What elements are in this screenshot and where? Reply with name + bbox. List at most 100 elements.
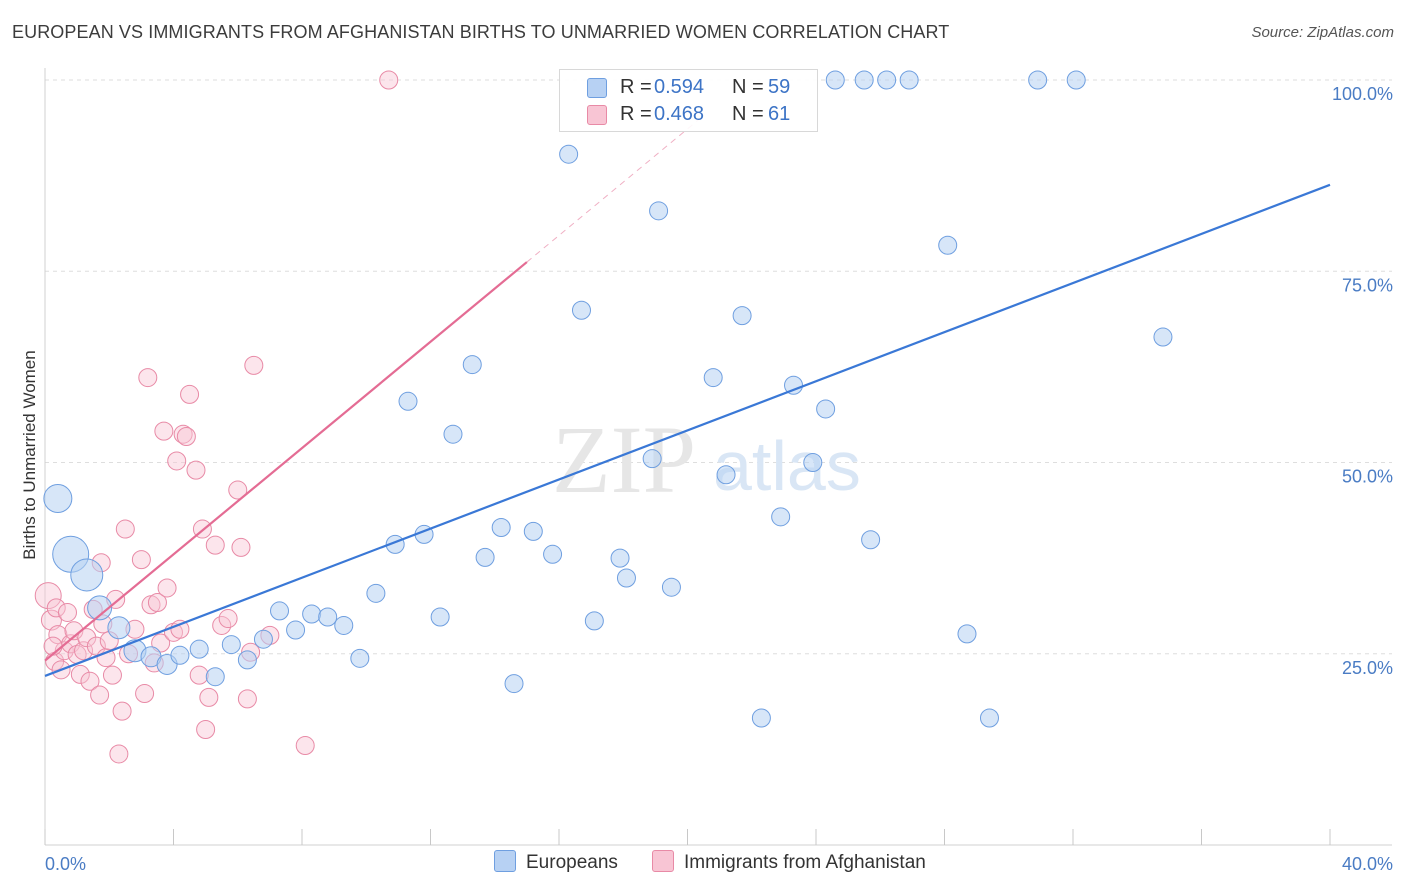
point-europeans bbox=[430, 607, 450, 627]
trend-line-afghanistan bbox=[44, 261, 528, 662]
y-tick-label: 25.0% bbox=[1342, 658, 1393, 678]
legend-n-label: N = bbox=[732, 103, 764, 125]
point-europeans bbox=[661, 577, 681, 597]
point-afghanistan bbox=[218, 609, 238, 629]
point-afghanistan bbox=[176, 426, 196, 446]
point-afghanistan bbox=[102, 665, 122, 685]
legend-swatch-europeans bbox=[587, 78, 607, 98]
point-europeans bbox=[523, 521, 543, 541]
point-europeans bbox=[938, 235, 958, 255]
point-afghanistan bbox=[196, 719, 216, 739]
point-afghanistan bbox=[244, 355, 264, 375]
point-europeans bbox=[877, 70, 897, 90]
point-afghanistan bbox=[96, 648, 116, 668]
point-afghanistan bbox=[135, 684, 155, 704]
point-europeans bbox=[649, 201, 669, 221]
point-afghanistan bbox=[199, 687, 219, 707]
point-europeans bbox=[825, 70, 845, 90]
point-europeans bbox=[716, 465, 736, 485]
point-europeans bbox=[957, 624, 977, 644]
legend-n-value-afghanistan: 61 bbox=[768, 103, 791, 125]
y-tick-label: 75.0% bbox=[1342, 275, 1393, 295]
legend-r-label: R = bbox=[620, 103, 652, 125]
point-europeans bbox=[350, 648, 370, 668]
point-afghanistan bbox=[189, 665, 209, 685]
legend-swatch-afghanistan bbox=[587, 105, 607, 125]
point-afghanistan bbox=[151, 633, 171, 653]
point-afghanistan bbox=[295, 736, 315, 756]
legend-row-afghanistan: R = 0.468 N = 61 bbox=[560, 102, 817, 128]
point-afghanistan bbox=[115, 519, 135, 539]
point-europeans bbox=[462, 355, 482, 375]
point-europeans bbox=[703, 368, 723, 388]
point-europeans bbox=[237, 650, 257, 670]
point-afghanistan bbox=[57, 602, 77, 622]
chart-title: EUROPEAN VS IMMIGRANTS FROM AFGHANISTAN … bbox=[12, 22, 950, 42]
point-europeans bbox=[443, 424, 463, 444]
y-tick-label: 100.0% bbox=[1332, 84, 1393, 104]
point-afghanistan bbox=[173, 424, 193, 444]
point-europeans bbox=[43, 483, 73, 513]
point-europeans bbox=[270, 601, 290, 621]
point-europeans bbox=[221, 635, 241, 655]
point-europeans bbox=[559, 144, 579, 164]
point-afghanistan bbox=[131, 550, 151, 570]
legend-r-label: R = bbox=[620, 76, 652, 98]
y-axis-label: Births to Unmarried Women bbox=[20, 350, 39, 559]
point-afghanistan bbox=[154, 421, 174, 441]
point-afghanistan bbox=[46, 598, 66, 618]
bottom-legend-label-afghanistan: Immigrants from Afghanistan bbox=[684, 852, 926, 873]
point-europeans bbox=[899, 70, 919, 90]
point-europeans bbox=[475, 547, 495, 567]
point-afghanistan bbox=[186, 460, 206, 480]
legend-r-value-afghanistan: 0.468 bbox=[654, 103, 705, 125]
point-afghanistan bbox=[80, 671, 100, 691]
point-afghanistan bbox=[40, 609, 62, 631]
point-europeans bbox=[610, 548, 630, 568]
point-europeans bbox=[854, 70, 874, 90]
stats-legend: R = 0.594 N = 59 R = 0.468 N = 61 bbox=[559, 69, 818, 132]
point-afghanistan bbox=[167, 451, 187, 471]
point-europeans bbox=[803, 453, 823, 472]
x-tick-label: 0.0% bbox=[45, 854, 86, 874]
x-tick-label: 40.0% bbox=[1342, 854, 1393, 874]
point-europeans bbox=[1153, 327, 1173, 347]
legend-row-europeans: R = 0.594 N = 59 bbox=[560, 75, 817, 101]
point-europeans bbox=[334, 615, 354, 635]
point-afghanistan bbox=[48, 625, 68, 645]
point-afghanistan bbox=[205, 535, 225, 555]
bottom-legend-europeans: Europeans bbox=[494, 850, 618, 874]
point-afghanistan bbox=[147, 592, 167, 612]
tick-labels: 25.0% 50.0% 75.0% 100.0% 0.0% 40.0% bbox=[45, 84, 1393, 874]
bottom-legend-swatch-europeans bbox=[494, 850, 516, 872]
point-europeans bbox=[571, 300, 591, 320]
point-europeans bbox=[504, 674, 524, 694]
point-europeans bbox=[816, 399, 836, 419]
point-europeans bbox=[366, 583, 386, 603]
point-europeans bbox=[1066, 70, 1086, 90]
point-afghanistan bbox=[228, 480, 248, 500]
point-afghanistan bbox=[237, 689, 257, 709]
point-europeans bbox=[205, 667, 225, 687]
point-afghanistan bbox=[77, 628, 97, 648]
point-afghanistan bbox=[109, 744, 129, 764]
point-europeans bbox=[189, 639, 209, 659]
point-afghanistan bbox=[70, 664, 90, 684]
point-europeans bbox=[979, 708, 999, 728]
bottom-legend-afghanistan: Immigrants from Afghanistan bbox=[652, 850, 926, 874]
point-afghanistan bbox=[379, 70, 399, 90]
watermark-atlas: atlas bbox=[713, 427, 861, 505]
watermark-zip: ZIP bbox=[552, 406, 696, 513]
point-europeans bbox=[642, 449, 662, 469]
source-note: Source: ZipAtlas.com bbox=[1251, 24, 1394, 41]
point-europeans bbox=[771, 507, 791, 527]
bottom-legend-label-europeans: Europeans bbox=[526, 852, 618, 873]
point-afghanistan bbox=[43, 636, 63, 656]
point-afghanistan bbox=[112, 701, 132, 721]
point-europeans bbox=[398, 391, 418, 411]
point-europeans bbox=[87, 595, 113, 621]
grid-lines bbox=[45, 79, 1392, 655]
data-points bbox=[34, 70, 1173, 764]
point-afghanistan bbox=[231, 537, 251, 557]
point-europeans bbox=[318, 607, 338, 627]
